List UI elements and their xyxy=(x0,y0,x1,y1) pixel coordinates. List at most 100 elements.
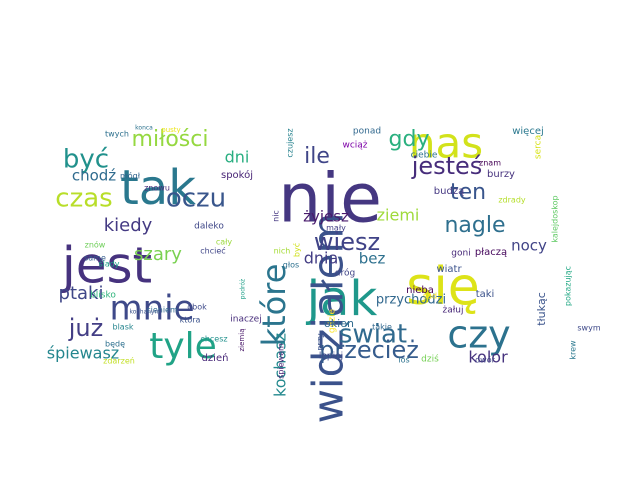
cloud-word: jesteś xyxy=(411,152,483,180)
cloud-word: kolor xyxy=(468,348,508,367)
cloud-word: już xyxy=(68,314,103,342)
cloud-word: chodź xyxy=(72,167,116,185)
cloud-word: tyle xyxy=(149,326,217,367)
cloud-word: oczu xyxy=(166,184,226,214)
cloud-word: nic xyxy=(272,210,281,222)
cloud-word: goni xyxy=(451,249,470,259)
cloud-word: zdarzeń xyxy=(103,357,135,366)
cloud-word: wiatr xyxy=(436,264,462,275)
cloud-word: wciąż xyxy=(342,141,367,151)
cloud-word: mógł xyxy=(120,171,141,181)
cloud-word: twych xyxy=(105,130,129,139)
cloud-word: żałuj xyxy=(442,306,463,316)
cloud-word: ponad xyxy=(353,127,381,137)
cloud-word: bez xyxy=(359,250,386,268)
cloud-word: inaczej xyxy=(230,315,261,325)
cloud-word: będę xyxy=(105,340,125,349)
cloud-word: swym xyxy=(577,324,600,333)
cloud-word: przy xyxy=(316,333,325,351)
cloud-word: dróg xyxy=(335,268,355,279)
cloud-word: być xyxy=(292,243,302,257)
cloud-word: płaczą xyxy=(475,247,507,258)
cloud-word: ptaki xyxy=(59,283,104,304)
cloud-word: spokój xyxy=(221,169,253,181)
cloud-word: chcieć xyxy=(200,246,225,256)
cloud-word: nie xyxy=(278,160,382,239)
cloud-word: pokazując xyxy=(564,266,573,306)
cloud-word: widziałem xyxy=(304,213,353,424)
cloud-word: cieniem xyxy=(146,306,178,315)
cloud-word: ile xyxy=(304,144,330,169)
cloud-word: nagle xyxy=(444,213,505,238)
cloud-word: kiedy xyxy=(104,215,153,236)
cloud-word: kalejdoskop xyxy=(551,195,560,242)
cloud-word: szary xyxy=(134,244,182,265)
cloud-word: śpiewasz xyxy=(47,344,119,363)
cloud-word: nieba xyxy=(406,285,434,296)
cloud-word: które xyxy=(255,264,293,347)
cloud-word: dzień xyxy=(202,352,229,364)
cloud-word: miłości xyxy=(132,127,209,152)
cloud-word: pusty xyxy=(161,126,180,134)
cloud-word: znam xyxy=(479,159,501,168)
cloud-word: czas xyxy=(55,184,112,214)
cloud-word: obok xyxy=(187,303,207,312)
cloud-word: znów xyxy=(85,240,106,250)
cloud-word: tłukąc xyxy=(535,292,548,326)
cloud-word: burzy xyxy=(487,169,515,180)
cloud-word: gdy xyxy=(389,127,430,152)
cloud-word: ziemi xyxy=(377,206,420,225)
cloud-word: gdzie xyxy=(328,308,338,333)
cloud-word: ten xyxy=(450,180,486,205)
cloud-word: kochanym xyxy=(130,309,161,316)
cloud-word: kochasz xyxy=(271,333,290,397)
cloud-word: sad xyxy=(423,292,437,301)
cloud-word: ślady xyxy=(98,259,119,269)
cloud-word: więcej xyxy=(512,126,544,137)
cloud-word: podróż xyxy=(240,279,247,299)
cloud-word: dziś xyxy=(421,354,439,365)
cloud-word: daleko xyxy=(194,222,224,232)
cloud-word: żyjesz xyxy=(303,208,349,226)
cloud-word: okien xyxy=(324,317,354,330)
cloud-word: przecież xyxy=(319,336,419,364)
cloud-word: świat xyxy=(339,320,407,350)
cloud-word: taki xyxy=(476,289,495,300)
cloud-word: jak xyxy=(306,271,378,327)
cloud-word: dwór xyxy=(475,355,496,365)
cloud-word: budzą xyxy=(434,186,464,197)
cloud-word: ciebie xyxy=(411,151,438,161)
cloud-word: znowu xyxy=(144,184,170,193)
cloud-word: wiesz xyxy=(314,228,380,256)
cloud-word: jest xyxy=(61,237,152,295)
cloud-word: same xyxy=(84,254,106,263)
cloud-word: czujesz xyxy=(286,128,295,157)
cloud-word: chcesz xyxy=(200,335,227,344)
cloud-word: mnie xyxy=(109,289,194,329)
cloud-word: nich xyxy=(274,247,291,256)
cloud-word: blask xyxy=(112,323,133,332)
cloud-word: nocy xyxy=(511,237,547,255)
cloud-word: być xyxy=(63,145,109,175)
cloud-word: serca xyxy=(534,135,544,159)
cloud-word: która xyxy=(180,315,201,325)
cloud-word: konca xyxy=(135,125,153,132)
cloud-word: czy xyxy=(447,313,510,357)
cloud-word: nas xyxy=(409,119,483,168)
cloud-word: zdrady xyxy=(498,196,526,205)
cloud-word: mały xyxy=(326,224,346,233)
cloud-word: głos xyxy=(283,261,299,270)
cloud-word: blisko xyxy=(90,291,116,301)
cloud-word: tak xyxy=(120,160,196,216)
cloud-word: ziemią xyxy=(238,329,246,352)
cloud-word: dni xyxy=(225,148,250,167)
cloud-word: krew xyxy=(569,340,578,360)
cloud-word: takie xyxy=(372,323,392,332)
cloud-word: śpiewem xyxy=(276,343,286,379)
cloud-word: lepiej xyxy=(319,352,343,362)
cloud-word: los xyxy=(398,356,409,365)
cloud-word: cały xyxy=(216,238,233,247)
cloud-word: dnia xyxy=(304,249,339,268)
cloud-word: się xyxy=(406,257,480,317)
